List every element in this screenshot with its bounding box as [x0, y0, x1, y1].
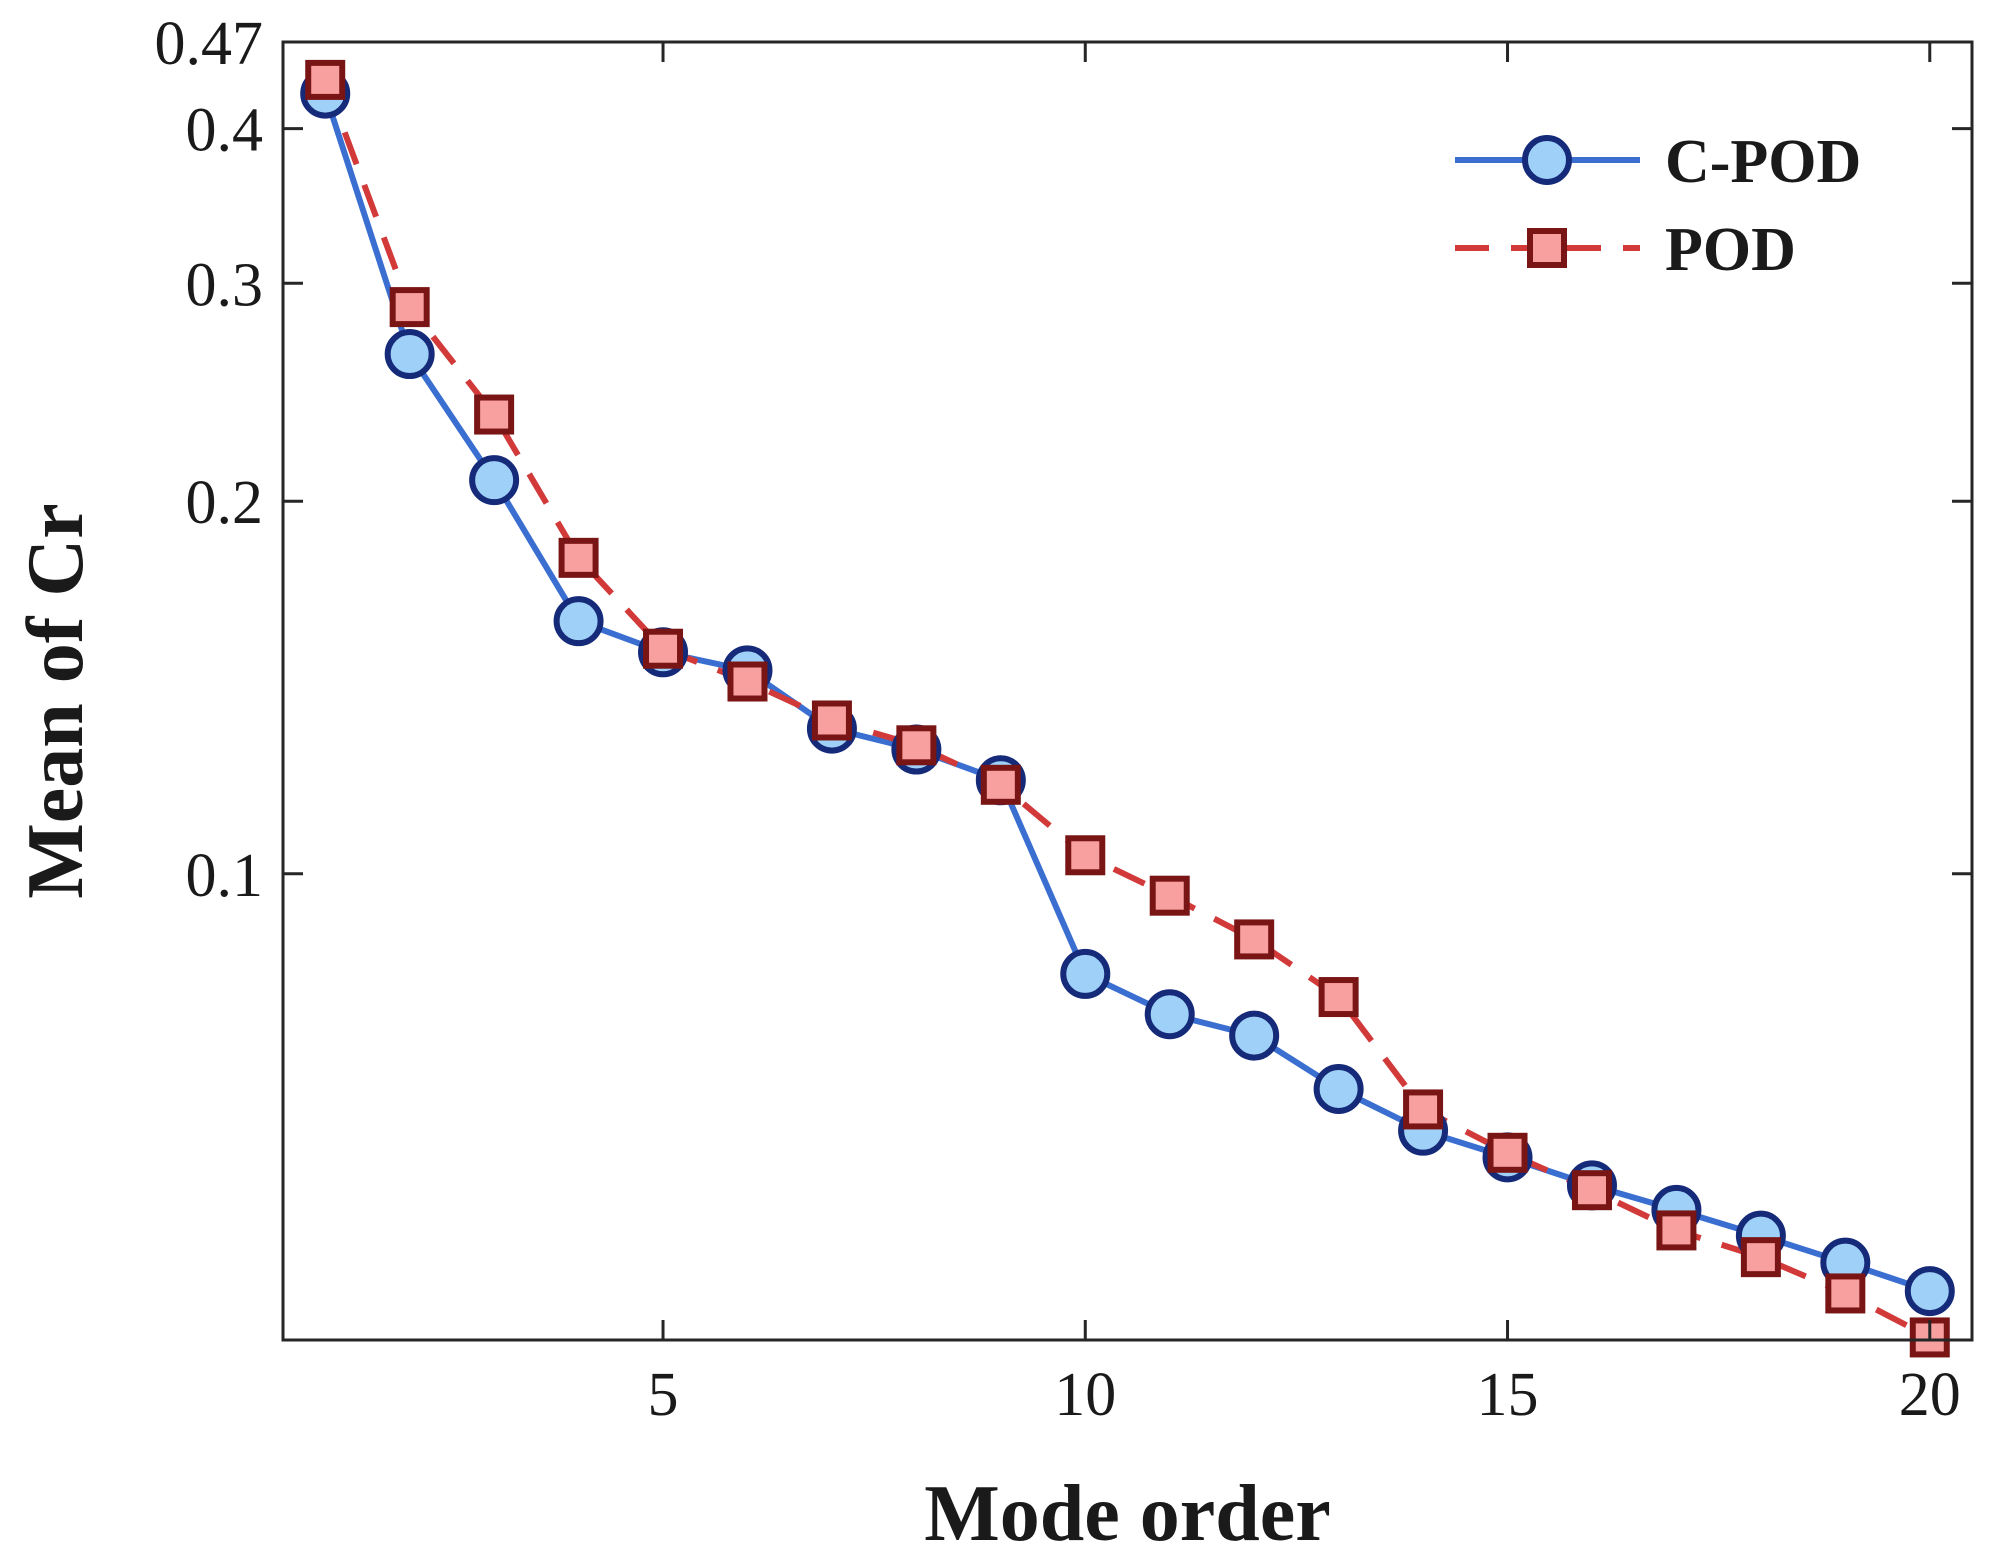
- legend-marker-c-pod: [1522, 135, 1572, 185]
- legend-label-c-pod: C-POD: [1665, 128, 1861, 196]
- data-point-pod: [1234, 919, 1275, 960]
- x-tick-label: 5: [648, 1361, 679, 1429]
- y-tick-label: 0.4: [186, 97, 264, 165]
- data-point-pod: [1740, 1237, 1781, 1278]
- y-tick-label: 0.1: [186, 842, 264, 910]
- data-point-pod: [980, 764, 1021, 805]
- data-point-pod: [1487, 1132, 1528, 1173]
- data-point-pod: [1403, 1089, 1444, 1130]
- data-point-pod: [1149, 875, 1190, 916]
- data-point-c-pod: [1144, 989, 1195, 1040]
- data-point-pod: [896, 725, 937, 766]
- y-axis-title: Mean of Cr: [12, 503, 100, 898]
- legend-marker-pod: [1527, 228, 1567, 268]
- y-tick-label: 0.2: [186, 469, 264, 537]
- data-point-pod: [811, 700, 852, 741]
- data-point-pod: [1318, 977, 1359, 1018]
- legend-label-pod: POD: [1665, 216, 1796, 284]
- axes-box: [281, 40, 1974, 1342]
- data-point-pod: [1656, 1210, 1697, 1251]
- x-tick-label: 20: [1899, 1361, 1961, 1429]
- data-point-c-pod: [1229, 1010, 1280, 1061]
- data-point-pod: [474, 394, 515, 435]
- data-point-c-pod: [1904, 1266, 1955, 1317]
- data-point-pod: [1065, 835, 1106, 876]
- legend: C-POD POD: [1455, 128, 1861, 284]
- data-point-pod: [1571, 1170, 1612, 1211]
- data-point-c-pod: [469, 455, 520, 506]
- data-point-c-pod: [384, 329, 435, 380]
- tick-layer: 5 10 15 20 0.1 0.2 0.3 0.4 0.47: [155, 10, 1972, 1429]
- data-point-c-pod: [1313, 1063, 1364, 1114]
- x-tick-label: 10: [1054, 1361, 1116, 1429]
- data-point-c-pod: [1060, 948, 1111, 999]
- data-point-pod: [643, 628, 684, 669]
- x-tick-label: 15: [1477, 1361, 1539, 1429]
- data-point-c-pod: [553, 596, 604, 647]
- y-tick-label: 0.47: [155, 10, 264, 78]
- x-axis-title: Mode order: [924, 1470, 1331, 1555]
- y-tick-label: 0.3: [186, 251, 264, 319]
- data-point-pod: [558, 537, 599, 578]
- data-point-pod: [305, 59, 346, 100]
- data-point-pod: [389, 287, 430, 328]
- data-point-pod: [1825, 1273, 1866, 1314]
- data-point-pod: [727, 661, 768, 702]
